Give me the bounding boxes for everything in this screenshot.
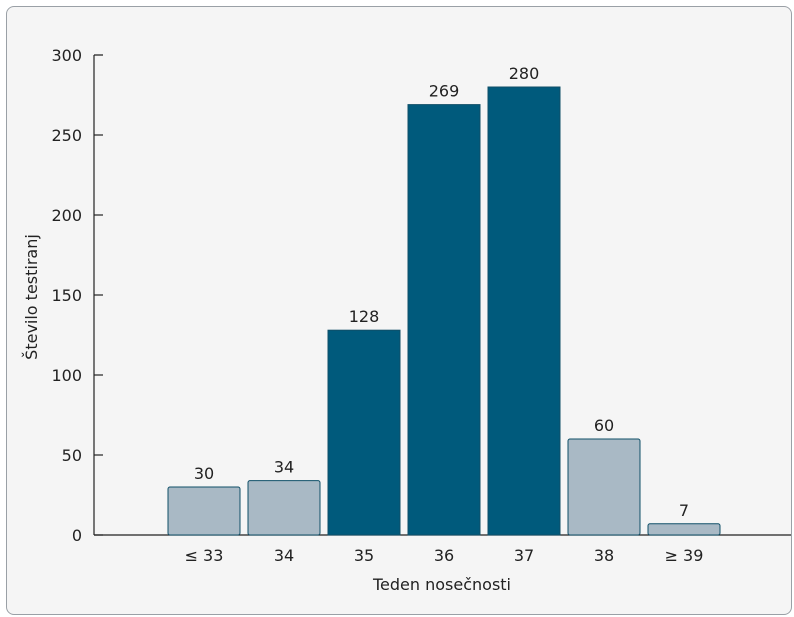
x-tick-label: ≤ 33 (185, 546, 224, 565)
x-tick-label: 34 (274, 546, 294, 565)
y-tick-label: 300 (51, 46, 82, 65)
bar (567, 438, 641, 536)
data-label: 7 (679, 501, 689, 520)
data-label: 128 (349, 307, 380, 326)
x-axis-title: Teden nosečnosti (372, 575, 511, 594)
y-tick-label: 50 (62, 446, 82, 465)
y-tick-label: 0 (72, 526, 82, 545)
bar (327, 329, 401, 536)
y-tick-label: 150 (51, 286, 82, 305)
y-ticks: 0 50 100 150 200 250 300 (51, 46, 103, 545)
bars: 30 34 128 269 280 60 7 (167, 64, 721, 536)
bar (647, 523, 721, 536)
x-tick-label: ≥ 39 (665, 546, 704, 565)
x-tick-label: 38 (594, 546, 614, 565)
bar (407, 104, 481, 536)
x-tick-labels: ≤ 33 34 35 36 37 38 ≥ 39 (185, 546, 704, 565)
chart-panel: 0 50 100 150 200 250 300 30 34 128 269 280 60 7 ≤ 33… (6, 6, 792, 615)
data-label: 280 (509, 64, 540, 83)
bar-chart: 0 50 100 150 200 250 300 30 34 128 269 280 60 7 ≤ 33… (22, 46, 791, 594)
y-tick-label: 200 (51, 206, 82, 225)
y-tick-label: 100 (51, 366, 82, 385)
y-axis-title: Število testiranj (22, 234, 41, 360)
data-label: 269 (429, 82, 460, 101)
data-label: 34 (274, 458, 294, 477)
bar (167, 486, 241, 536)
x-tick-label: 37 (514, 546, 534, 565)
x-tick-label: 35 (354, 546, 374, 565)
data-label: 30 (194, 464, 214, 483)
bar (247, 480, 321, 536)
bar (487, 86, 561, 536)
x-tick-label: 36 (434, 546, 454, 565)
y-tick-label: 250 (51, 126, 82, 145)
data-label: 60 (594, 416, 614, 435)
